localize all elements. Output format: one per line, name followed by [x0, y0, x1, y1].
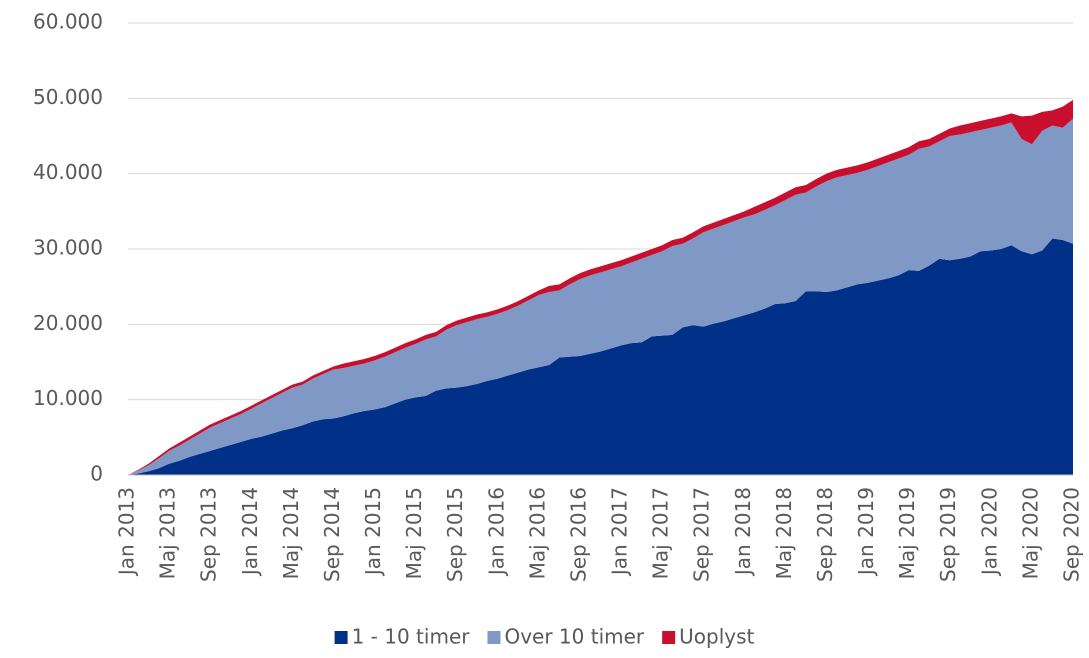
legend-label: Over 10 timer: [504, 625, 644, 649]
x-tick-label: Jan 2016: [484, 487, 508, 577]
x-tick-label: Jan 2015: [361, 487, 385, 577]
y-tick-label: 40.000: [33, 160, 103, 184]
x-tick-label: Jan 2019: [854, 487, 878, 577]
x-tick-label: Maj 2018: [772, 487, 796, 579]
x-tick-label: Sep 2014: [320, 487, 344, 582]
x-tick-label: Sep 2015: [443, 487, 467, 582]
legend-swatch: [662, 631, 676, 644]
x-tick-label: Maj 2019: [895, 487, 919, 579]
x-tick-label: Sep 2017: [690, 487, 714, 582]
x-tick-label: Sep 2019: [936, 487, 960, 582]
x-tick-label: Jan 2014: [238, 487, 262, 577]
x-tick-label: Maj 2016: [525, 487, 549, 579]
x-tick-label: Maj 2017: [649, 487, 673, 579]
legend-swatch: [334, 631, 348, 644]
area: [128, 238, 1073, 475]
x-tick-label: Jan 2013: [115, 487, 139, 577]
x-tick-label: Maj 2013: [156, 487, 180, 579]
x-tick-label: Maj 2020: [1018, 487, 1042, 579]
y-tick-label: 10.000: [33, 386, 103, 410]
y-tick-label: 50.000: [33, 85, 103, 109]
x-tick-label: Maj 2014: [279, 487, 303, 579]
legend-swatch: [487, 631, 501, 644]
legend-label: Uoplyst: [679, 625, 754, 649]
x-tick-label: Sep 2020: [1060, 487, 1084, 582]
x-tick-label: Sep 2016: [566, 487, 590, 582]
legend-label: 1 - 10 timer: [352, 625, 471, 649]
area: [128, 118, 1073, 476]
x-tick-label: Jan 2018: [731, 487, 755, 577]
y-tick-label: 60.000: [33, 10, 103, 34]
x-tick-label: Maj 2015: [402, 487, 426, 579]
y-tick-label: 0: [90, 462, 103, 486]
y-tick-label: 20.000: [33, 311, 103, 335]
x-tick-label: Jan 2020: [977, 487, 1001, 577]
x-tick-label: Sep 2018: [813, 487, 837, 582]
x-tick-label: Jan 2017: [608, 487, 632, 577]
y-tick-label: 30.000: [33, 236, 103, 260]
legend: 1 - 10 timer Over 10 timer Uoplyst: [334, 625, 755, 649]
x-tick-label: Sep 2013: [197, 487, 221, 582]
